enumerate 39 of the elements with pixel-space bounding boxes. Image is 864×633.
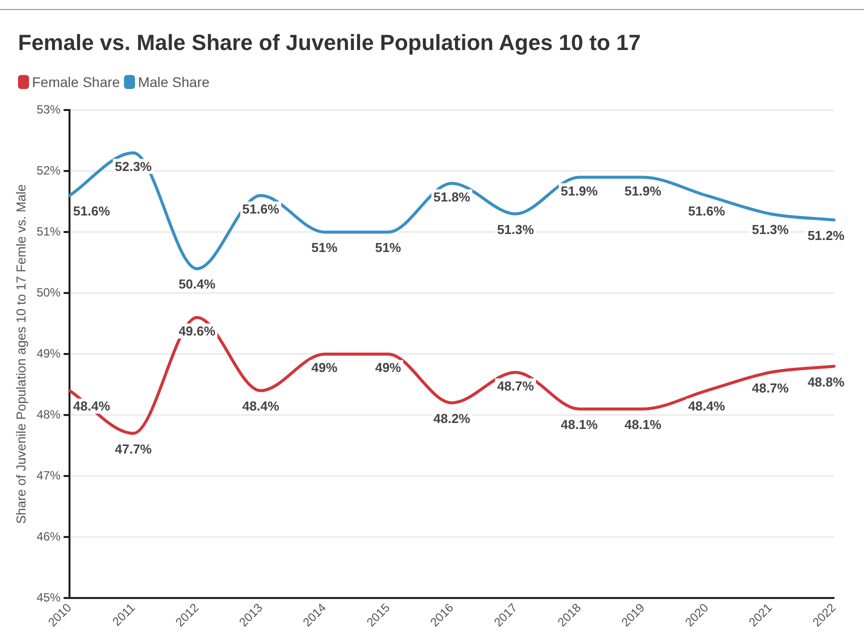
data-label: 51.3%	[497, 222, 534, 237]
data-label: 48.4%	[73, 398, 110, 414]
data-label: 51.9%	[624, 183, 662, 198]
y-tick-label: 49%	[36, 346, 61, 360]
y-tick-label: 52%	[36, 163, 61, 178]
data-label: 49.6%	[178, 323, 216, 338]
data-label: 51.6%	[242, 202, 280, 217]
y-tick-label: 50%	[36, 285, 61, 300]
data-label: 51.6%	[688, 204, 726, 219]
data-label: 48.7%	[752, 380, 790, 396]
y-tick-label: 46%	[36, 529, 61, 544]
data-label: 48.4%	[242, 398, 280, 414]
data-label: 48.1%	[560, 416, 598, 432]
data-label: 51.9%	[560, 183, 598, 198]
data-label: 48.7%	[497, 378, 534, 394]
data-label: 48.4%	[688, 398, 726, 414]
data-label: 51.3%	[752, 222, 790, 237]
data-label: 52.3%	[114, 158, 152, 174]
data-label: 51.2%	[808, 228, 845, 243]
legend-label: Female Share	[31, 74, 120, 90]
data-label: 48.8%	[808, 374, 845, 390]
legend-label: Male Share	[136, 74, 210, 90]
y-tick-label: 47%	[36, 468, 61, 482]
y-tick-label: 51%	[36, 224, 61, 238]
data-label: 51%	[375, 240, 402, 256]
chart-title: Female vs. Male Share of Juvenile Population Ages 10 to 17	[18, 30, 641, 56]
data-label: 51%	[311, 240, 338, 256]
y-tick-label: 48%	[36, 407, 61, 422]
data-label: 48.2%	[433, 410, 471, 426]
data-label: 49%	[375, 360, 402, 376]
data-label: 49%	[311, 360, 338, 376]
data-label: 51.8%	[433, 189, 471, 204]
data-label: 50.4%	[178, 276, 216, 292]
y-tick-label: 53%	[36, 102, 61, 117]
data-label: 48.1%	[624, 416, 662, 432]
data-label: 47.7%	[114, 441, 152, 456]
y-axis-title: Share of Juvenile Population ages 10 to 17 Femle vs. Male	[13, 184, 28, 524]
y-tick-label: 45%	[36, 590, 61, 604]
data-label: 51.6%	[73, 204, 110, 219]
